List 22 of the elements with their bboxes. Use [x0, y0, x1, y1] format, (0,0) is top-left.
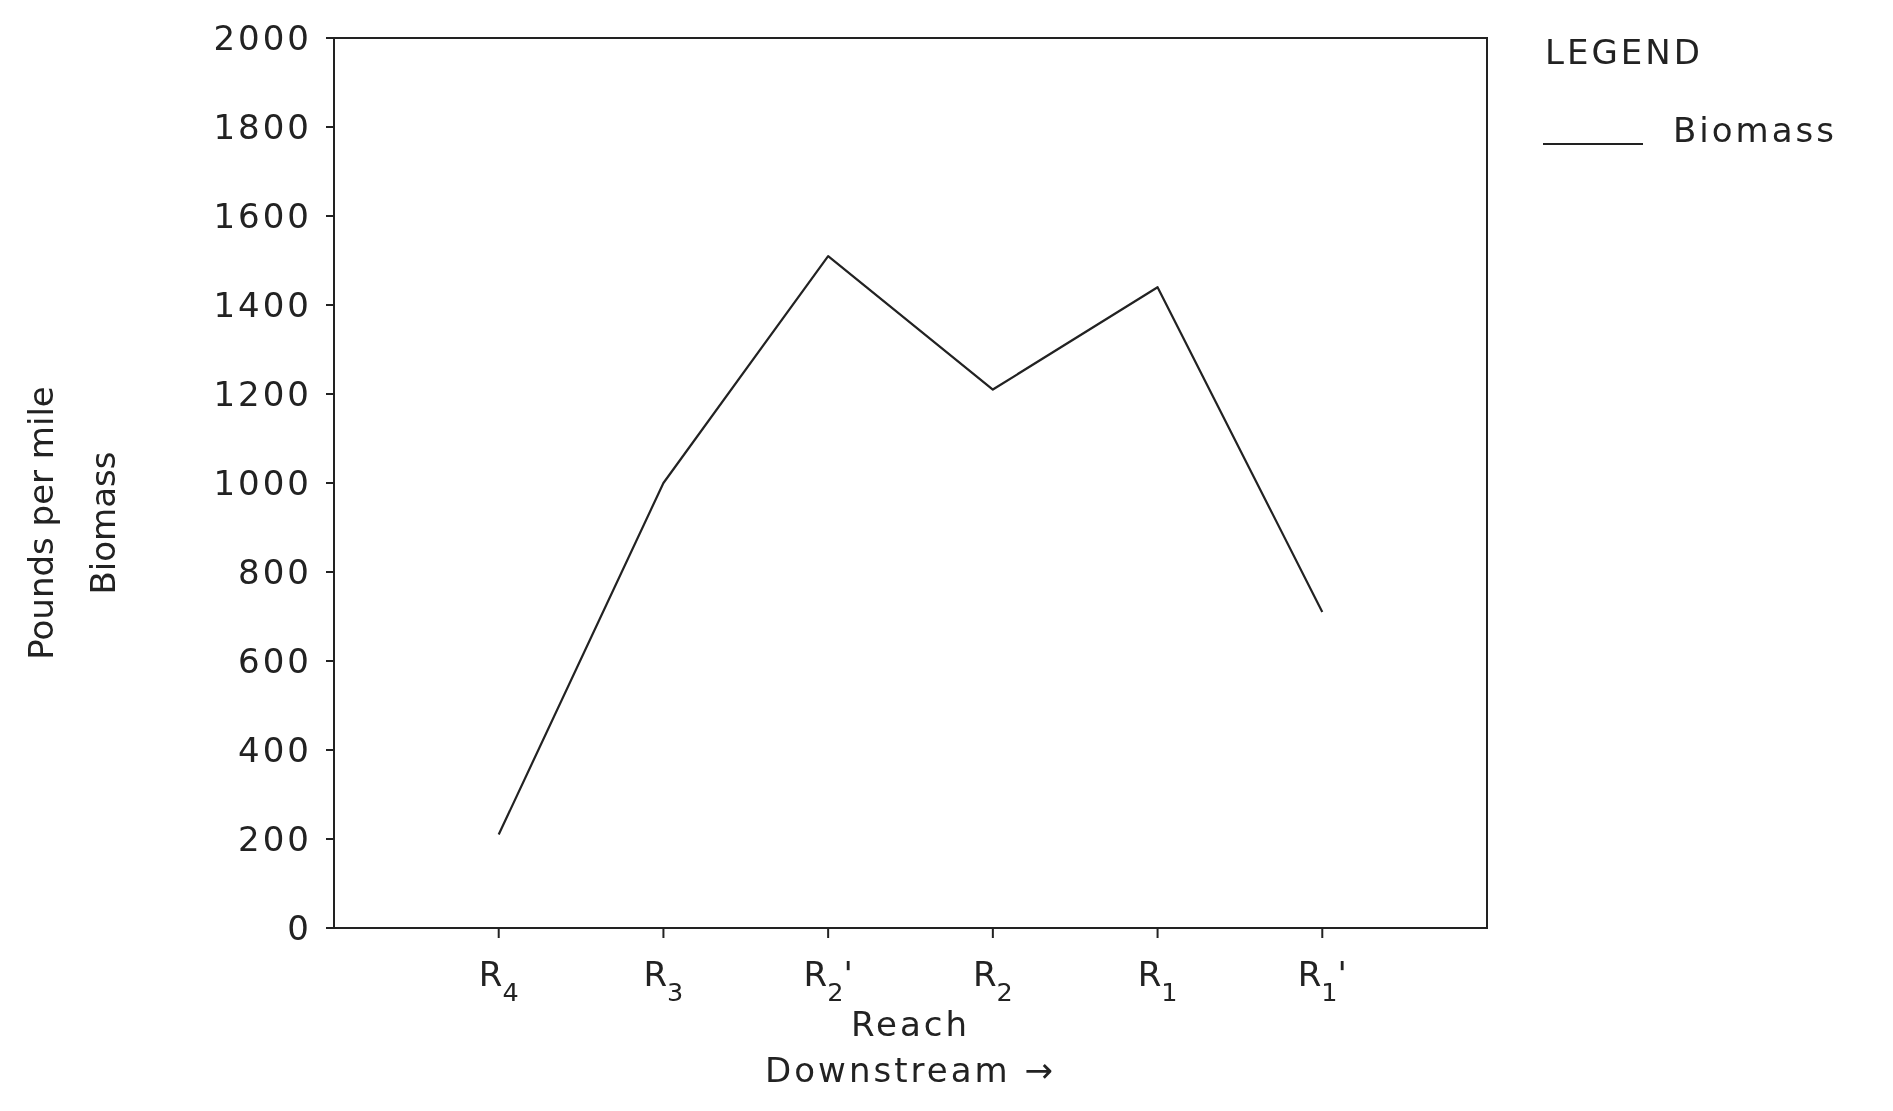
y-tick-label: 1800 — [213, 106, 312, 147]
x-tick-label: R$_{4}$ — [478, 954, 519, 1007]
y-tick-label: 800 — [238, 551, 312, 592]
y-tick-label: 200 — [238, 818, 312, 859]
y-tick-label: 1000 — [213, 462, 312, 503]
y-tick-label: 1600 — [213, 195, 312, 236]
y-tick-label: 0 — [287, 907, 312, 948]
x-tick-label: R$_{1}$' — [1297, 954, 1347, 1007]
y-tick-label: 1400 — [213, 284, 312, 325]
x-tick-label: R$_{3}$ — [643, 954, 684, 1007]
line-series — [497, 254, 1324, 836]
legend-label: Biomass — [1673, 110, 1837, 150]
y-tick-label: 1200 — [213, 373, 312, 414]
x-axis-title: Reach Downstream → — [765, 1004, 1056, 1090]
legend-title: LEGEND — [1545, 32, 1703, 72]
x-tick-label: R$_{1}$ — [1137, 954, 1178, 1007]
x-tick-label: R$_{2}$' — [803, 954, 853, 1007]
x-tick-label: R$_{2}$ — [972, 954, 1013, 1007]
y-tick-label: 400 — [238, 729, 312, 770]
y-axis-title: Pounds per mile Biomass — [21, 386, 123, 660]
y-tick-label: 600 — [238, 640, 312, 681]
y-tick-label: 2000 — [213, 17, 312, 58]
